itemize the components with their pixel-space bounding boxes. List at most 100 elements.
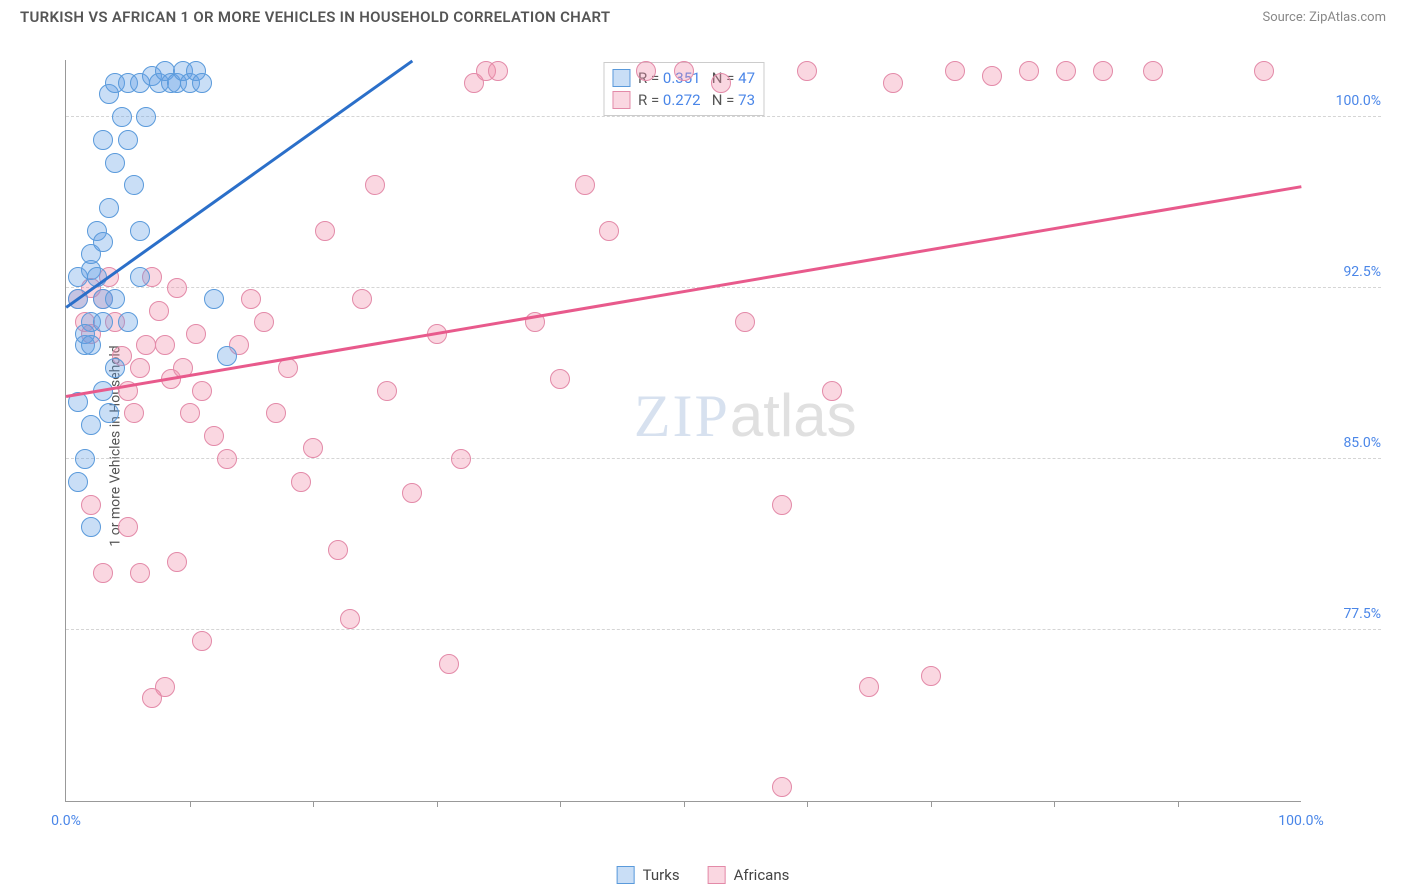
watermark-zip: ZIP (634, 383, 730, 449)
point-africans (1056, 61, 1076, 81)
point-turks (93, 130, 113, 150)
legend-swatch (708, 866, 726, 884)
legend-swatch (617, 866, 635, 884)
point-turks (81, 335, 101, 355)
x-tick (313, 801, 314, 807)
point-turks (130, 267, 150, 287)
point-africans (130, 358, 150, 378)
point-africans (241, 289, 261, 309)
gridline (66, 458, 1381, 459)
y-tick-label: 77.5% (1311, 606, 1381, 622)
point-turks (112, 107, 132, 127)
point-africans (1143, 61, 1163, 81)
x-tick (1178, 801, 1179, 807)
point-africans (180, 403, 200, 423)
point-africans (402, 483, 422, 503)
point-africans (772, 495, 792, 515)
legend-stat-text: R = 0.272 N = 73 (638, 91, 755, 109)
legend-stat-row: R = 0.272 N = 73 (612, 89, 755, 111)
point-africans (575, 175, 595, 195)
x-tick-label: 100.0% (1278, 813, 1323, 829)
x-tick (560, 801, 561, 807)
point-africans (735, 312, 755, 332)
chart-area: 1 or more Vehicles in Household ZIPatlas… (20, 40, 1386, 852)
point-africans (340, 609, 360, 629)
point-africans (204, 426, 224, 446)
x-tick-label: 0.0% (51, 813, 81, 829)
point-turks (124, 175, 144, 195)
point-turks (105, 358, 125, 378)
point-africans (136, 335, 156, 355)
point-turks (93, 232, 113, 252)
point-africans (1093, 61, 1113, 81)
point-turks (118, 130, 138, 150)
point-turks (99, 198, 119, 218)
point-africans (192, 631, 212, 651)
point-africans (439, 654, 459, 674)
x-tick (190, 801, 191, 807)
point-turks (136, 107, 156, 127)
point-africans (254, 312, 274, 332)
gridline (66, 116, 1381, 117)
point-africans (982, 66, 1002, 86)
point-africans (93, 563, 113, 583)
point-africans (711, 73, 731, 93)
point-africans (451, 449, 471, 469)
point-africans (217, 449, 237, 469)
point-africans (315, 221, 335, 241)
x-tick (437, 801, 438, 807)
point-africans (118, 517, 138, 537)
point-turks (75, 449, 95, 469)
legend-series: Turks Africans (617, 866, 790, 884)
point-africans (142, 688, 162, 708)
point-africans (488, 61, 508, 81)
point-turks (81, 415, 101, 435)
point-africans (921, 666, 941, 686)
x-tick (807, 801, 808, 807)
y-tick-label: 100.0% (1311, 93, 1381, 109)
plot-region: ZIPatlas R = 0.351 N = 47R = 0.272 N = 7… (65, 60, 1301, 802)
source-label: Source: ZipAtlas.com (1262, 10, 1386, 25)
point-turks (99, 403, 119, 423)
point-africans (328, 540, 348, 560)
point-turks (130, 221, 150, 241)
point-africans (883, 73, 903, 93)
x-tick (931, 801, 932, 807)
point-turks (118, 312, 138, 332)
point-africans (377, 381, 397, 401)
point-africans (149, 301, 169, 321)
point-africans (945, 61, 965, 81)
point-africans (291, 472, 311, 492)
gridline (66, 629, 1381, 630)
point-africans (167, 552, 187, 572)
point-africans (266, 403, 286, 423)
legend-swatch (612, 69, 630, 87)
legend-item-africans: Africans (708, 866, 790, 884)
point-africans (550, 369, 570, 389)
point-africans (365, 175, 385, 195)
point-africans (352, 289, 372, 309)
point-africans (822, 381, 842, 401)
point-africans (674, 61, 694, 81)
legend-label: Turks (643, 866, 680, 884)
point-africans (303, 438, 323, 458)
point-africans (599, 221, 619, 241)
point-turks (81, 517, 101, 537)
y-tick-label: 92.5% (1311, 264, 1381, 280)
point-turks (105, 289, 125, 309)
point-turks (68, 472, 88, 492)
y-tick-label: 85.0% (1311, 435, 1381, 451)
point-africans (1019, 61, 1039, 81)
legend-item-turks: Turks (617, 866, 680, 884)
point-turks (192, 73, 212, 93)
point-africans (81, 495, 101, 515)
point-africans (1254, 61, 1274, 81)
point-africans (636, 61, 656, 81)
chart-title: TURKISH VS AFRICAN 1 OR MORE VEHICLES IN… (20, 8, 610, 26)
point-africans (167, 278, 187, 298)
point-turks (93, 312, 113, 332)
gridline (66, 287, 1381, 288)
point-africans (797, 61, 817, 81)
point-africans (772, 777, 792, 797)
legend-label: Africans (734, 866, 790, 884)
